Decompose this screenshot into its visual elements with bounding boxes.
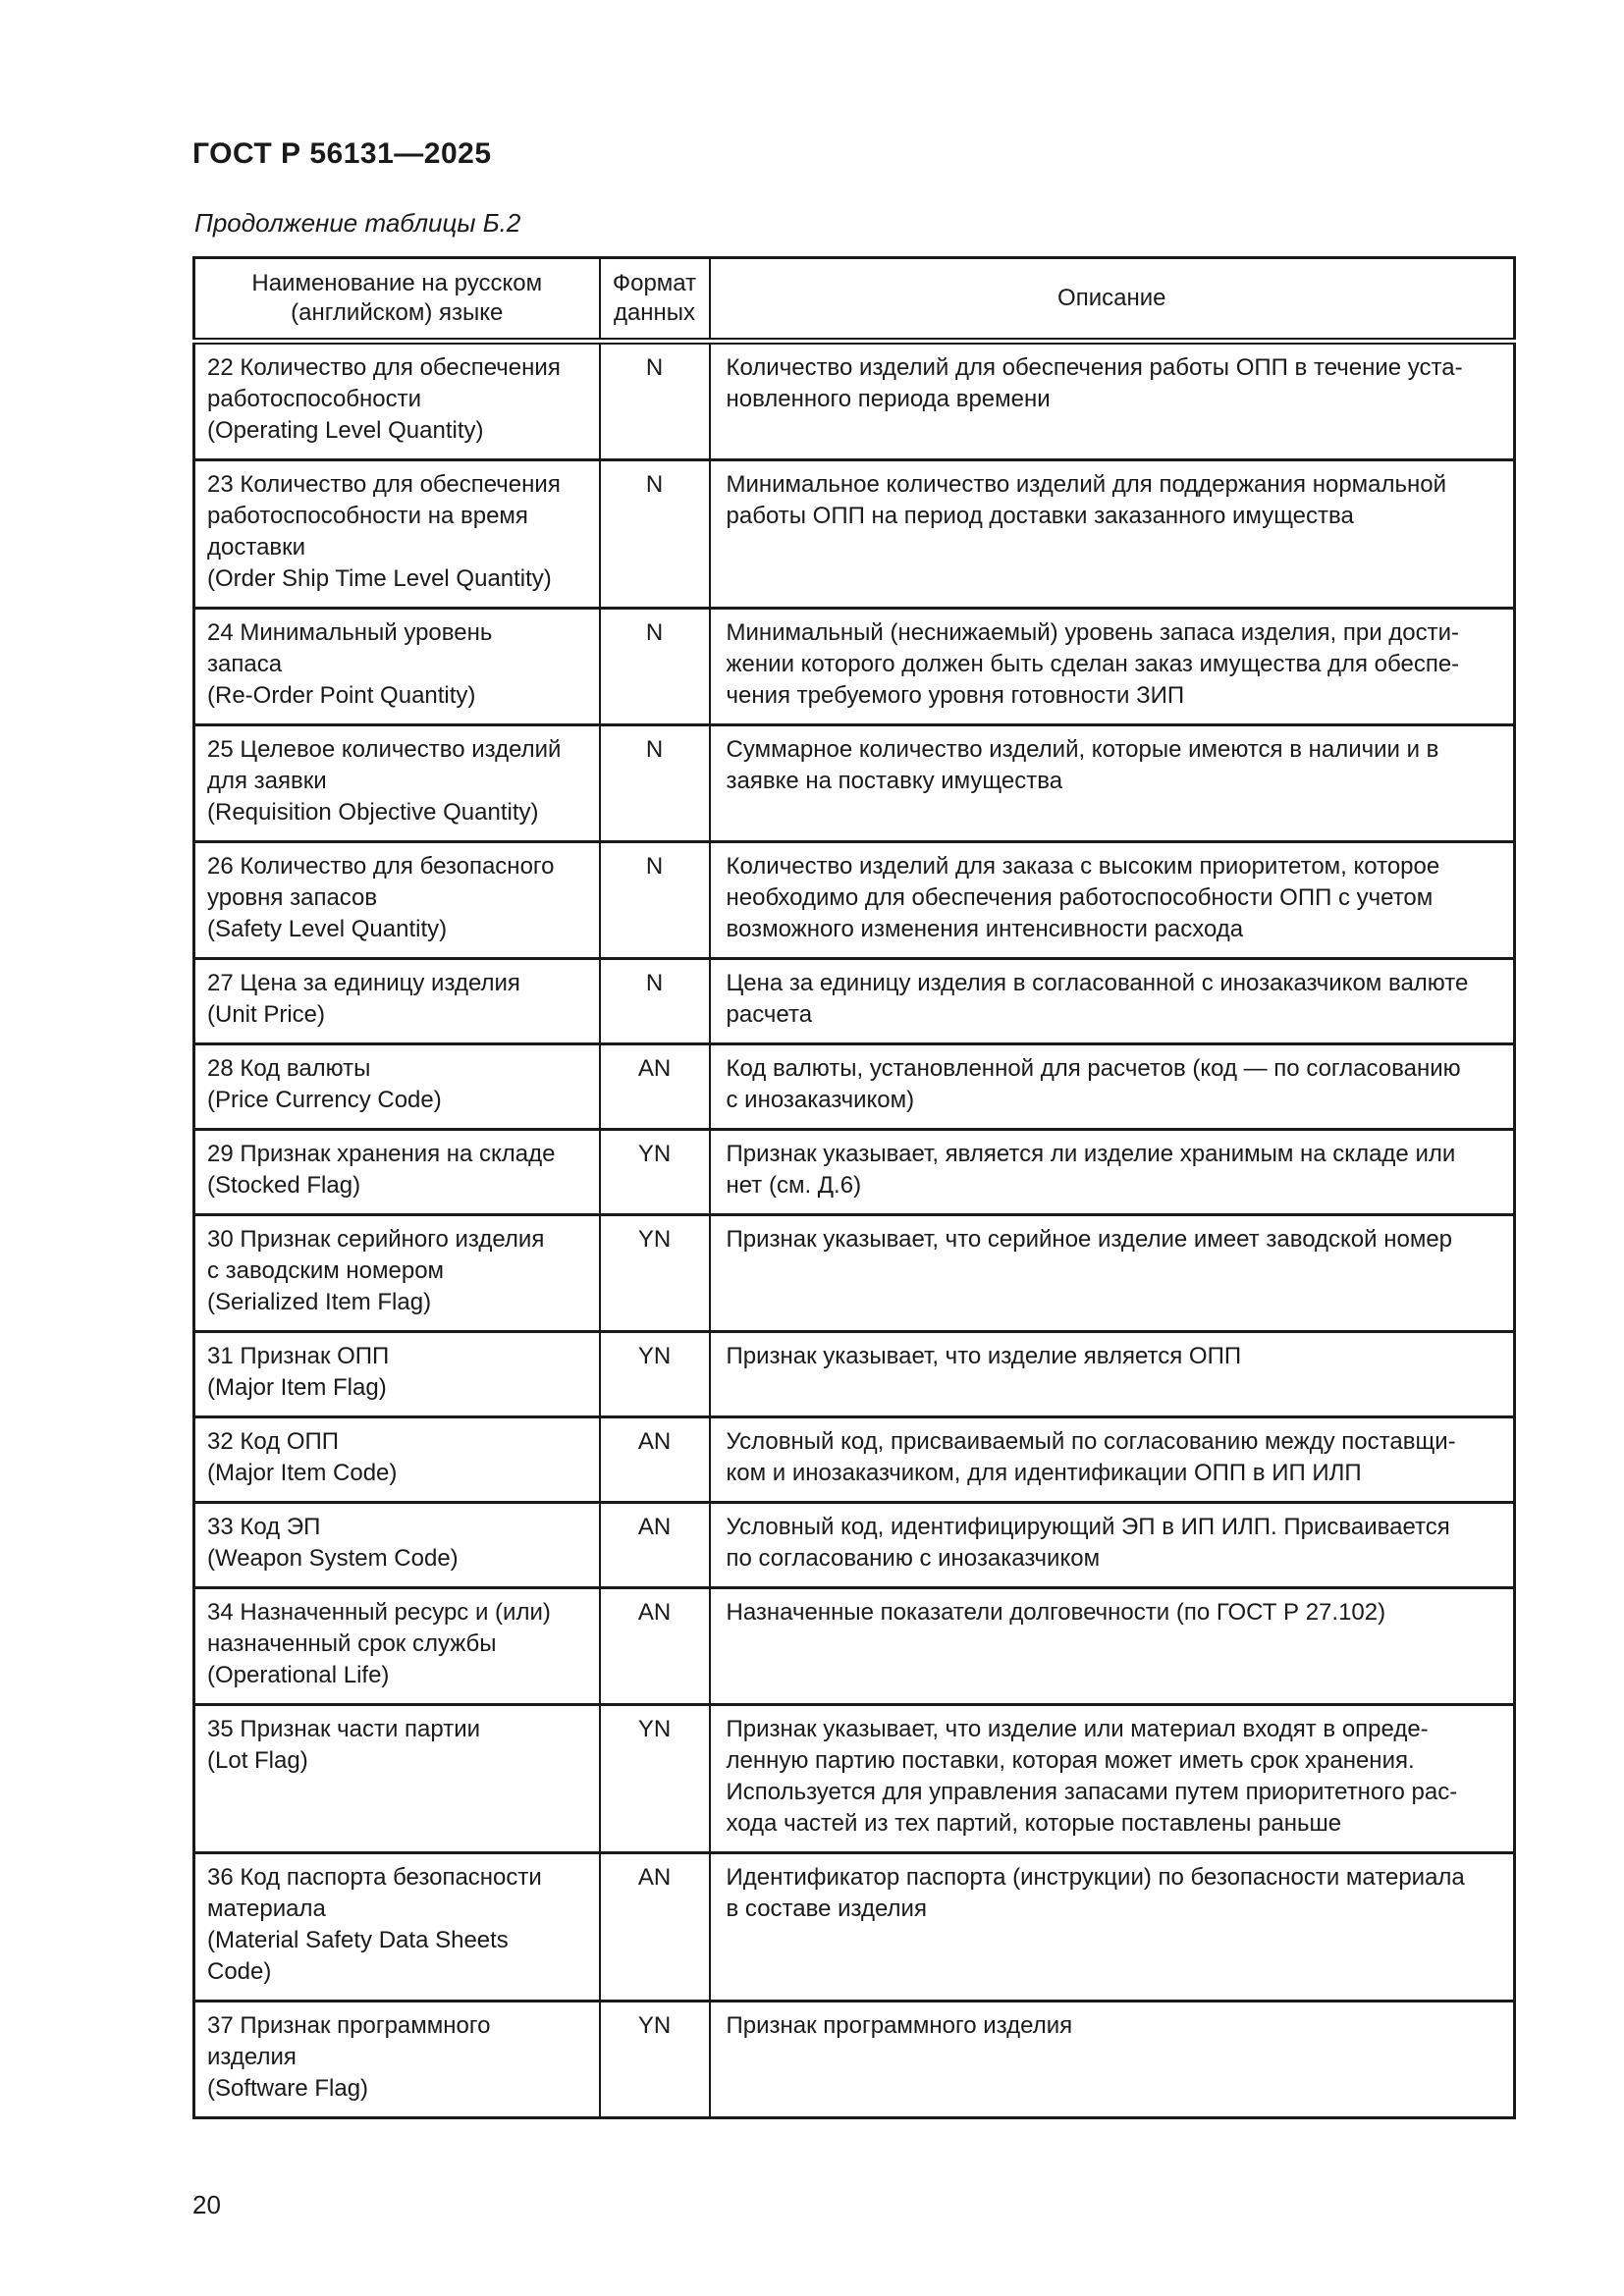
table-caption: Продолжение таблицы Б.2: [194, 208, 521, 238]
table-row: 32 Код ОПП (Major Item Code) AN Условный…: [192, 1415, 1516, 1504]
row-format-cell: AN: [598, 1042, 711, 1131]
row-format-cell: YN: [598, 1330, 711, 1418]
table-row: 27 Цена за единицу изделия (Unit Price) …: [192, 957, 1516, 1045]
table-row: 28 Код валюты (Price Currency Code) AN К…: [192, 1042, 1516, 1131]
row-description-cell: Суммарное количество изделий, которые им…: [708, 723, 1516, 843]
row-description-cell: Количество изделий для обеспечения работ…: [708, 340, 1516, 461]
row-format-cell: N: [598, 607, 711, 726]
row-format-cell: N: [598, 458, 711, 610]
table-row: 34 Назначенный ресурс и (или) назначенны…: [192, 1586, 1516, 1706]
row-format-cell: YN: [598, 1128, 711, 1216]
row-description-cell: Код валюты, установленной для расчетов (…: [708, 1042, 1516, 1131]
row-format-cell: AN: [598, 1415, 711, 1504]
row-description-cell: Идентификатор паспорта (инструкции) по б…: [708, 1851, 1516, 2002]
table-row: 31 Признак ОПП (Major Item Flag) YN Приз…: [192, 1330, 1516, 1418]
row-name-cell: 30 Признак серийного изделия с заводским…: [192, 1213, 601, 1333]
row-format-cell: AN: [598, 1586, 711, 1706]
table-row: 24 Минимальный уровень запаса (Re-Order …: [192, 607, 1516, 726]
row-name-cell: 28 Код валюты (Price Currency Code): [192, 1042, 601, 1131]
table-row: 25 Целевое количество изделий для заявки…: [192, 723, 1516, 843]
header-format-column: Формат данных: [598, 256, 711, 345]
row-format-cell: N: [598, 340, 711, 461]
table-row: 26 Количество для безопасного уровня зап…: [192, 840, 1516, 960]
doc-code: ГОСТ Р 56131—2025: [192, 137, 492, 170]
row-name-cell: 33 Код ЭП (Weapon System Code): [192, 1501, 601, 1589]
table-row: 37 Признак программного изделия (Softwar…: [192, 2000, 1516, 2119]
row-description-cell: Признак указывает, является ли изделие х…: [708, 1128, 1516, 1216]
page-number: 20: [192, 2190, 221, 2219]
row-name-cell: 25 Целевое количество изделий для заявки…: [192, 723, 601, 843]
row-format-cell: YN: [598, 1213, 711, 1333]
row-description-cell: Признак программного изделия: [708, 2000, 1516, 2119]
row-name-cell: 34 Назначенный ресурс и (или) назначенны…: [192, 1586, 601, 1706]
table-row: 29 Признак хранения на складе (Stocked F…: [192, 1128, 1516, 1216]
row-description-cell: Минимальное количество изделий для подде…: [708, 458, 1516, 610]
row-name-cell: 31 Признак ОПП (Major Item Flag): [192, 1330, 601, 1418]
row-format-cell: N: [598, 723, 711, 843]
row-name-cell: 24 Минимальный уровень запаса (Re-Order …: [192, 607, 601, 726]
row-name-cell: 29 Признак хранения на складе (Stocked F…: [192, 1128, 601, 1216]
row-name-cell: 23 Количество для обеспечения работоспос…: [192, 458, 601, 610]
row-description-cell: Количество изделий для заказа с высоким …: [708, 840, 1516, 960]
row-name-cell: 27 Цена за единицу изделия (Unit Price): [192, 957, 601, 1045]
row-name-cell: 36 Код паспорта безопасности материала (…: [192, 1851, 601, 2002]
row-name-cell: 32 Код ОПП (Major Item Code): [192, 1415, 601, 1504]
row-format-cell: YN: [598, 1703, 711, 1854]
row-name-cell: 37 Признак программного изделия (Softwar…: [192, 2000, 601, 2119]
row-format-cell: N: [598, 957, 711, 1045]
header-name-column: Наименование на русском (английском) язы…: [192, 256, 601, 345]
table-row: 22 Количество для обеспечения работоспос…: [192, 340, 1516, 461]
row-format-cell: AN: [598, 1501, 711, 1589]
row-description-cell: Условный код, идентифицирующий ЭП в ИП И…: [708, 1501, 1516, 1589]
row-description-cell: Назначенные показатели долговечности (по…: [708, 1586, 1516, 1706]
row-description-cell: Признак указывает, что изделие является …: [708, 1330, 1516, 1418]
row-name-cell: 35 Признак части партии (Lot Flag): [192, 1703, 601, 1854]
data-elements-table: Наименование на русском (английском) язы…: [192, 256, 1516, 2119]
row-description-cell: Цена за единицу изделия в согласованной …: [708, 957, 1516, 1045]
row-description-cell: Условный код, присваиваемый по согласова…: [708, 1415, 1516, 1504]
row-description-cell: Признак указывает, что изделие или матер…: [708, 1703, 1516, 1854]
row-description-cell: Минимальный (неснижаемый) уровень запаса…: [708, 607, 1516, 726]
row-name-cell: 22 Количество для обеспечения работоспос…: [192, 340, 601, 461]
table-row: 30 Признак серийного изделия с заводским…: [192, 1213, 1516, 1333]
table-row: 23 Количество для обеспечения работоспос…: [192, 458, 1516, 610]
row-format-cell: N: [598, 840, 711, 960]
table-row: 35 Признак части партии (Lot Flag) YN Пр…: [192, 1703, 1516, 1854]
row-description-cell: Признак указывает, что серийное изделие …: [708, 1213, 1516, 1333]
row-format-cell: YN: [598, 2000, 711, 2119]
header-description-column: Описание: [708, 256, 1516, 345]
table-row: 33 Код ЭП (Weapon System Code) AN Условн…: [192, 1501, 1516, 1589]
table-header-row: Наименование на русском (английском) язы…: [192, 256, 1516, 345]
row-format-cell: AN: [598, 1851, 711, 2002]
table-row: 36 Код паспорта безопасности материала (…: [192, 1851, 1516, 2002]
row-name-cell: 26 Количество для безопасного уровня зап…: [192, 840, 601, 960]
